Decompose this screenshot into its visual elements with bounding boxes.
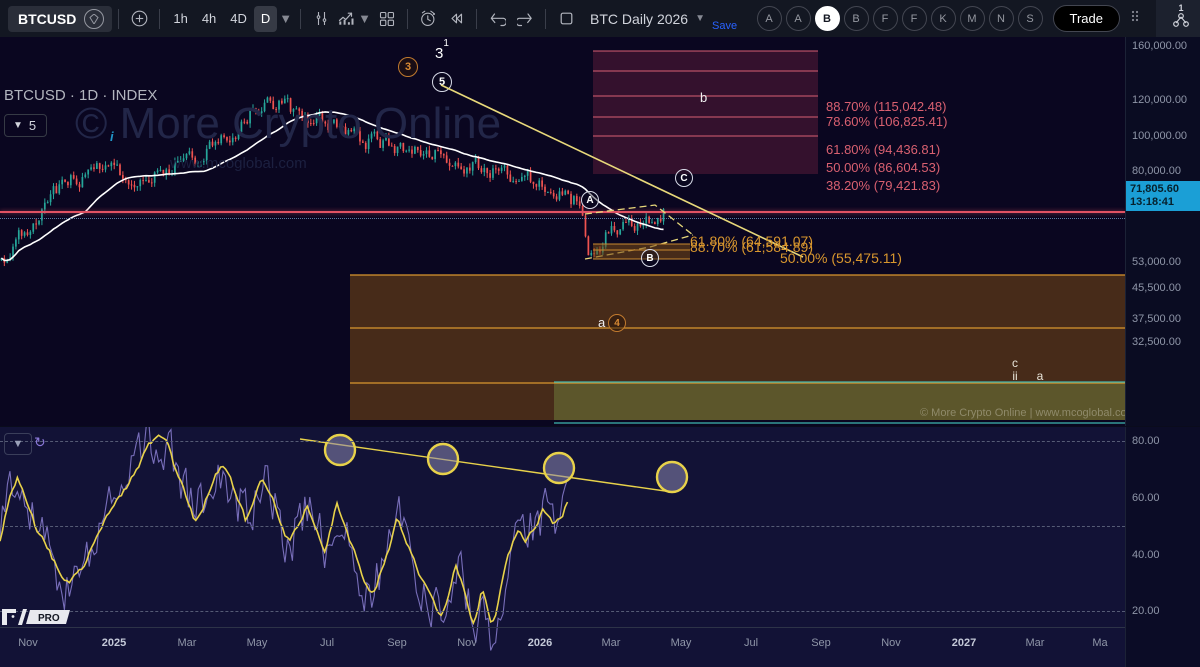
svg-text:PRO: PRO (38, 613, 60, 624)
svg-text:a: a (598, 315, 606, 330)
svg-text:a: a (1037, 369, 1044, 383)
svg-text:ii: ii (1012, 369, 1017, 383)
svg-text:b: b (700, 90, 707, 105)
svg-text:1: 1 (1178, 3, 1183, 13)
svg-text:c: c (1012, 356, 1018, 370)
svg-text:© More Crypto Online | www.m: © More Crypto Online | www.mcoglobal.com (920, 407, 1125, 419)
